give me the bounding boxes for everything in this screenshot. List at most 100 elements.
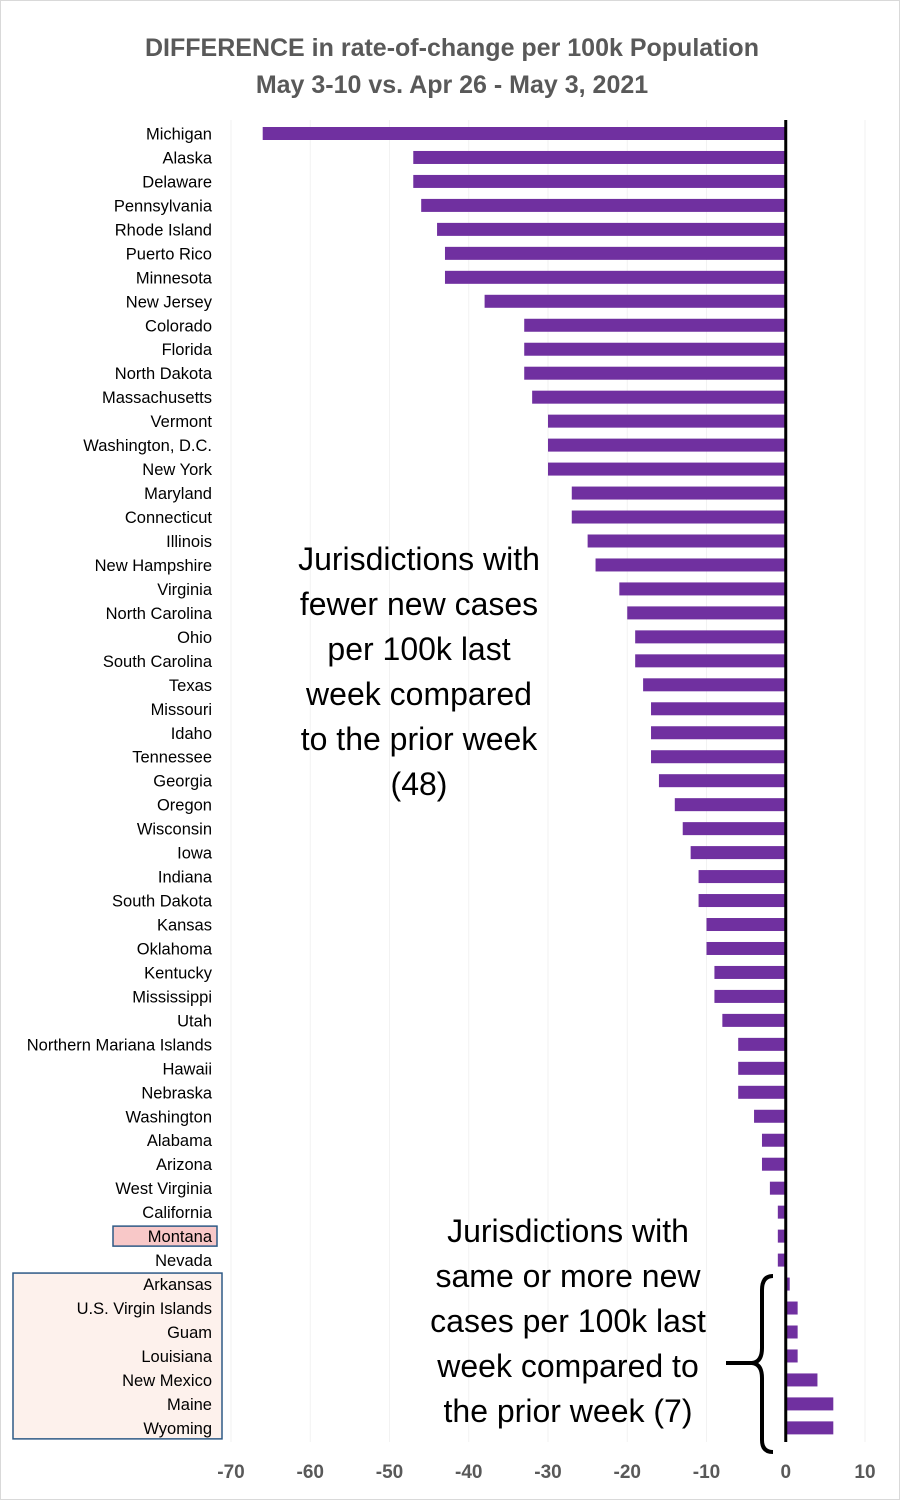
category-label: Arizona: [156, 1156, 213, 1174]
category-label: Vermont: [151, 413, 213, 431]
category-label: Wisconsin: [137, 821, 212, 839]
category-label: Hawaii: [162, 1060, 212, 1078]
category-label: Virginia: [157, 581, 213, 599]
category-label: Connecticut: [125, 509, 213, 527]
bar: [722, 1013, 786, 1027]
category-label: South Carolina: [103, 653, 213, 671]
bar: [571, 486, 786, 500]
bar: [690, 846, 786, 860]
bar: [738, 1037, 786, 1051]
bar: [785, 1349, 798, 1363]
bar: [769, 1181, 786, 1195]
category-label: Utah: [177, 1012, 212, 1030]
bar: [785, 1397, 834, 1411]
chart-subtitle: May 3-10 vs. Apr 26 - May 3, 2021: [256, 71, 648, 99]
bar: [532, 390, 786, 404]
bar: [524, 318, 786, 332]
bar: [571, 510, 786, 524]
category-label: New Mexico: [122, 1372, 212, 1390]
x-tick-label: -60: [297, 1462, 324, 1483]
boxed-group-frame: [12, 1272, 223, 1440]
category-label: Northern Mariana Islands: [27, 1036, 212, 1054]
annotation-fewer-line: week compared: [305, 676, 532, 712]
bar: [698, 894, 786, 908]
bar: [738, 1085, 786, 1099]
bar: [619, 582, 786, 596]
category-label: Washington, D.C.: [83, 437, 212, 455]
category-label: Texas: [169, 677, 212, 695]
annotation-fewer-line: fewer new cases: [300, 586, 538, 622]
bar: [682, 822, 786, 836]
chart-title: DIFFERENCE in rate-of-change per 100k Po…: [145, 34, 759, 62]
bar: [444, 270, 786, 284]
bar: [785, 1301, 798, 1315]
bar: [548, 438, 786, 452]
category-label: Michigan: [146, 126, 212, 144]
annotation-fewer-line: per 100k last: [327, 631, 510, 667]
bar: [635, 654, 786, 668]
category-label: Oklahoma: [137, 940, 213, 958]
category-labels: Michigan Alaska Delaware Pennsylvania Rhode …: [27, 126, 213, 1438]
x-tick-label: -30: [534, 1462, 561, 1483]
category-label: U.S. Virgin Islands: [77, 1300, 212, 1318]
category-label: Alaska: [162, 149, 212, 167]
bar: [785, 1373, 818, 1387]
annotation-fewer-line: to the prior week: [301, 721, 539, 757]
category-label: Ohio: [177, 629, 212, 647]
bar: [658, 774, 786, 788]
annotation-more-line: cases per 100k last: [430, 1303, 706, 1339]
category-label: Kentucky: [144, 964, 213, 982]
category-label: Maryland: [144, 485, 212, 503]
category-label: Puerto Rico: [126, 245, 212, 263]
bar: [754, 1109, 786, 1123]
x-tick-label: -50: [376, 1462, 403, 1483]
category-label: Alabama: [147, 1132, 213, 1150]
bar: [738, 1061, 786, 1075]
bar: [444, 246, 786, 260]
bar: [785, 1325, 798, 1339]
category-label: Indiana: [158, 869, 213, 887]
category-label: Iowa: [177, 845, 213, 863]
category-label: Washington: [125, 1108, 212, 1126]
category-label: Maine: [167, 1396, 212, 1414]
category-label: New York: [142, 461, 212, 479]
category-label: Tennessee: [132, 749, 212, 767]
annotation-fewer-line: (48): [391, 766, 448, 802]
bar: [484, 294, 786, 308]
bar: [627, 606, 786, 620]
category-label: Nebraska: [141, 1084, 212, 1102]
category-label: Missouri: [151, 701, 212, 719]
bar: [437, 222, 786, 236]
bar: [651, 726, 786, 740]
annotation-fewer-line: Jurisdictions with: [298, 541, 540, 577]
gridlines: [230, 120, 866, 1442]
bar: [714, 965, 786, 979]
bar: [421, 198, 786, 212]
bar: [651, 750, 786, 764]
x-tick-label: 0: [780, 1462, 791, 1483]
bar: [548, 414, 786, 428]
annotation-more-line: the prior week (7): [444, 1393, 693, 1429]
category-label: New Jersey: [126, 293, 213, 311]
bar: [785, 1421, 834, 1435]
category-label: Delaware: [142, 173, 212, 191]
bar: [674, 798, 786, 812]
bar: [635, 630, 786, 644]
category-label: Arkansas: [143, 1276, 212, 1294]
category-label: Wyoming: [143, 1420, 212, 1438]
highlight-boxes: [12, 1225, 223, 1440]
annotations: Jurisdictions with fewer new cases per 100…: [298, 541, 706, 1429]
bar: [706, 941, 786, 955]
annotation-more-line: Jurisdictions with: [447, 1213, 689, 1249]
bars: [262, 120, 834, 1442]
bar: [524, 366, 786, 380]
x-tick-label: 10: [854, 1462, 875, 1483]
category-label: Guam: [167, 1324, 212, 1342]
bar: [413, 174, 786, 188]
bar: [413, 150, 786, 164]
x-tick-label: -40: [455, 1462, 482, 1483]
category-label: Illinois: [166, 533, 212, 551]
bar: [777, 1205, 786, 1219]
bar: [587, 534, 786, 548]
